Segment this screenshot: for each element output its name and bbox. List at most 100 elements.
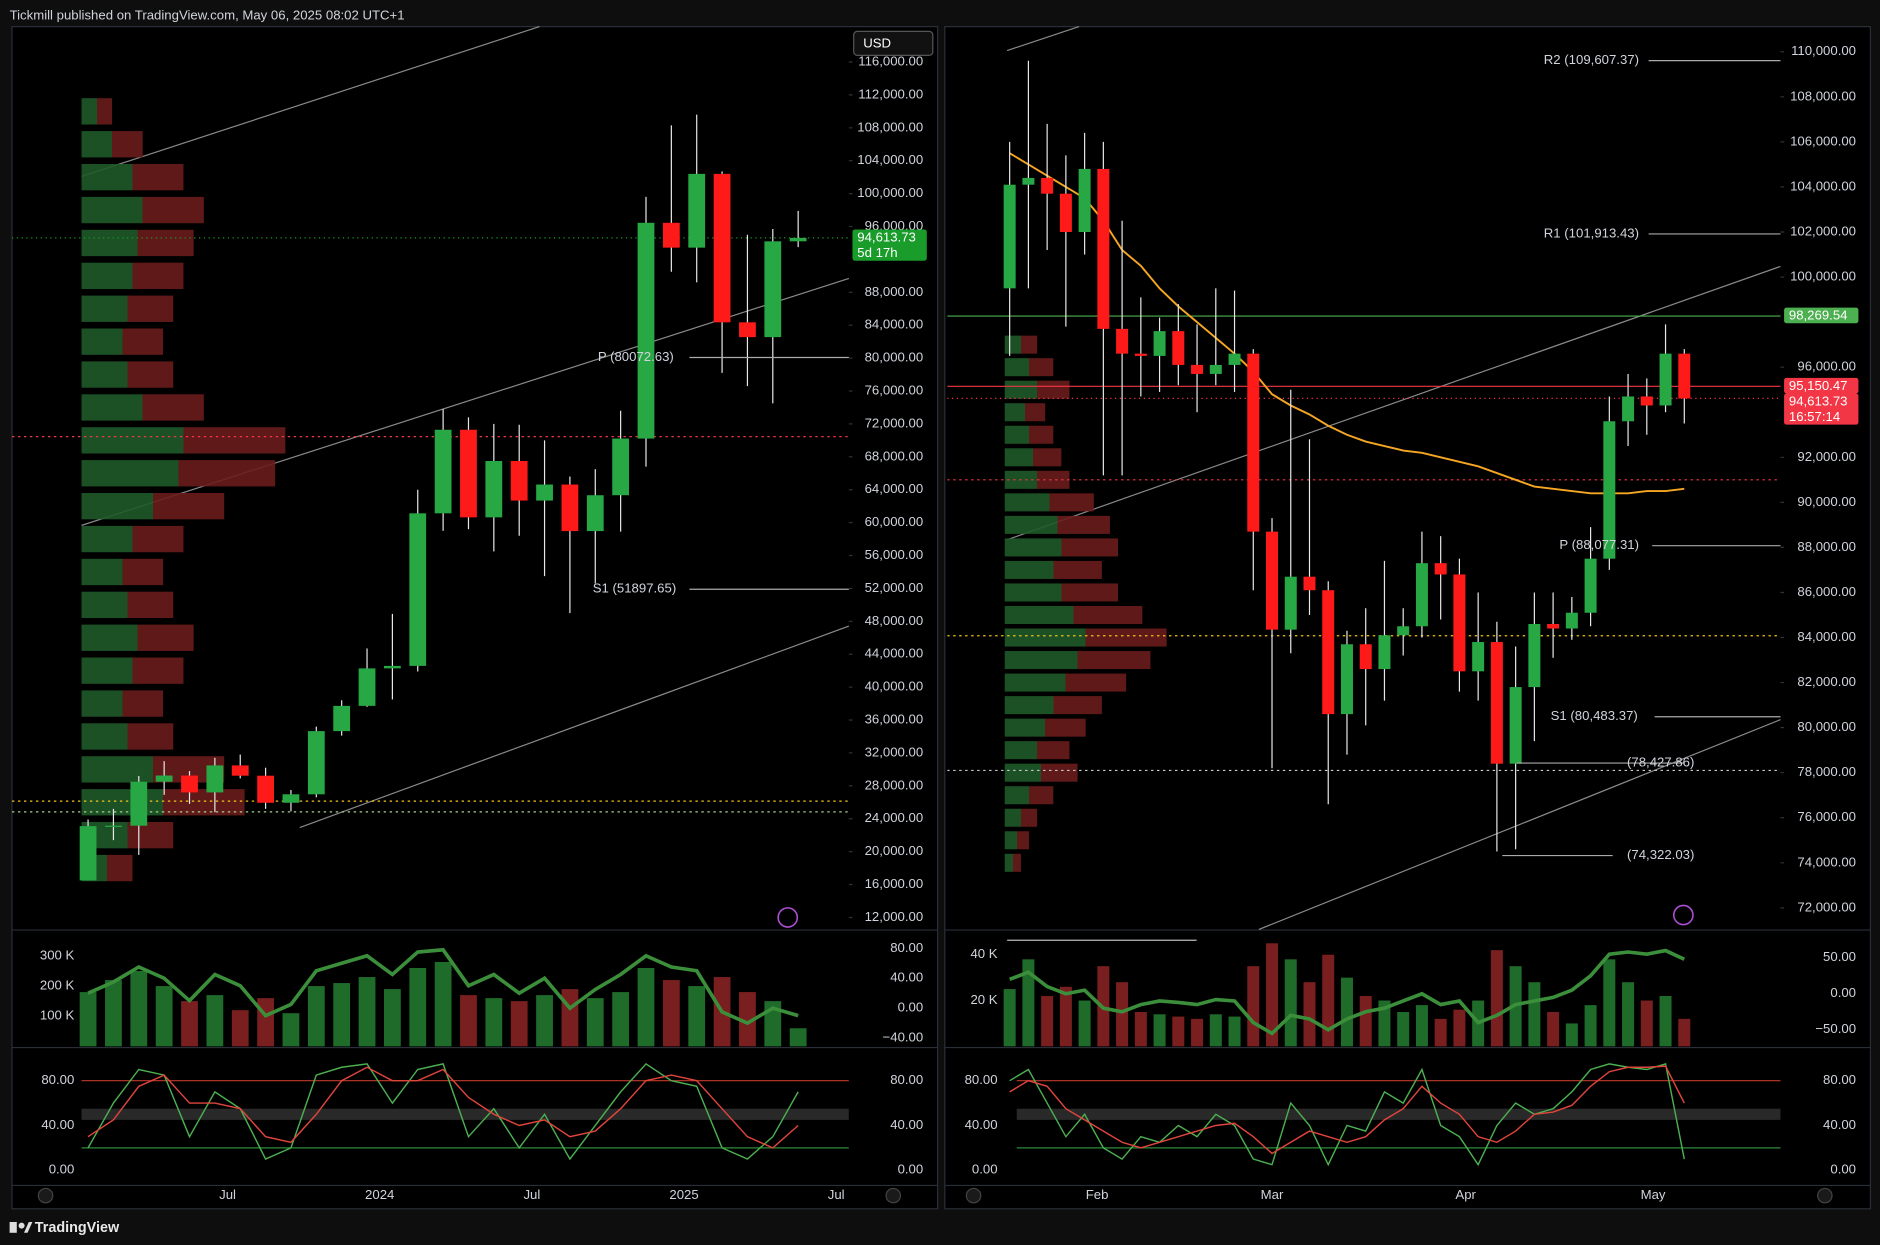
volume-bar xyxy=(79,992,97,1047)
candle-body xyxy=(1472,642,1485,672)
volume-bar xyxy=(1640,1000,1653,1047)
volume-profile-bar xyxy=(81,690,164,717)
candle-body xyxy=(1078,168,1091,233)
volume-profile-bar xyxy=(81,756,225,783)
volume-profile-bar xyxy=(1004,651,1151,670)
candle-body xyxy=(1547,624,1560,629)
y-tick-label: 102,000.00 xyxy=(1790,223,1856,238)
volume-profile-bar xyxy=(1004,335,1038,354)
volume-bar xyxy=(1453,1009,1466,1047)
candle-body xyxy=(1284,576,1297,630)
candle-body xyxy=(561,484,579,532)
y-tick-label: 96,000.00 xyxy=(865,218,924,233)
x-tick-label: Jul xyxy=(828,1187,845,1202)
candle-body xyxy=(231,765,249,776)
volume-profile-bar xyxy=(1004,786,1054,805)
y-tick-label: 116,000.00 xyxy=(858,53,923,68)
volume-profile-bar xyxy=(81,427,286,454)
candle-body xyxy=(637,222,655,439)
volume-bar xyxy=(231,1010,249,1047)
oscillator-tick-label: 80.00 xyxy=(1823,1072,1856,1087)
main-pane: P (80072.63) S1 (51897.65) 12,000.00 16,000… xyxy=(11,30,934,924)
oscillator-band xyxy=(1016,1108,1781,1120)
y-tick-label: 80,000.00 xyxy=(1797,719,1856,734)
y-tick-label: 110,000.00 xyxy=(1791,43,1856,58)
volume-profile-bar xyxy=(81,493,225,520)
volume-bar xyxy=(155,986,173,1047)
candle-body xyxy=(1565,612,1578,629)
oscillator-pane xyxy=(1009,1062,1781,1167)
y-tick-label: 12,000.00 xyxy=(865,909,924,924)
volume-bar xyxy=(1172,1016,1185,1047)
volume-tick-label: 20 K xyxy=(970,992,997,1007)
candle-body xyxy=(739,322,756,338)
volume-bar xyxy=(1153,1014,1166,1047)
volume-bar xyxy=(409,967,427,1047)
x-tick-label: Mar xyxy=(1261,1187,1284,1202)
oscillator-tick-label: 80.00 xyxy=(41,1072,74,1087)
volume-profile-bar xyxy=(1004,696,1102,715)
candle-body xyxy=(1528,624,1541,688)
volume-pane xyxy=(79,947,807,1047)
pivot-label: P (88,077.31) xyxy=(1559,537,1639,552)
candle-body xyxy=(688,173,706,248)
volume-bar xyxy=(637,967,655,1047)
scale-buttons[interactable] xyxy=(37,1187,1833,1204)
volume-bar xyxy=(739,992,756,1047)
volume-profile-bar xyxy=(1004,560,1102,579)
y-tick-label: 74,000.00 xyxy=(1797,854,1856,869)
volume-bar xyxy=(1041,995,1054,1047)
volume-profile-bar xyxy=(81,822,174,849)
y-tick-label: 76,000.00 xyxy=(865,382,924,397)
pivot-label: (74,322.03) xyxy=(1627,847,1694,862)
volume-profile-bar xyxy=(81,328,164,355)
candle-body xyxy=(307,731,325,795)
volume-y2-tick-label: 80.00 xyxy=(890,940,923,955)
candle-body xyxy=(155,775,173,782)
candle-body xyxy=(1097,168,1110,329)
main-pane: R2 (109,607.37) R1 (101,913.43) P (88,077.… xyxy=(947,43,1859,914)
candle-body xyxy=(1322,590,1335,715)
price-tag-label: 94,613.73 xyxy=(1789,393,1848,408)
volume-profile-bar xyxy=(81,394,204,421)
x-tick-label: 2025 xyxy=(669,1187,698,1202)
volume-bar xyxy=(536,995,553,1047)
candle-body xyxy=(1247,353,1260,532)
pivot-label: S1 (51897.65) xyxy=(593,581,676,596)
candle-body xyxy=(1191,364,1204,374)
volume-tick-label: 40 K xyxy=(970,946,997,961)
volume-profile-bar xyxy=(1004,605,1143,625)
oscillator-band xyxy=(81,1108,849,1120)
volume-tick-label: 300 K xyxy=(40,947,75,962)
y-tick-label: 24,000.00 xyxy=(865,810,924,825)
y-tick-label: 108,000.00 xyxy=(1790,88,1856,103)
y-tick-label: 68,000.00 xyxy=(865,448,924,463)
y-tick-label: 40,000.00 xyxy=(865,679,924,694)
volume-bar xyxy=(1659,995,1672,1047)
price-tag-label: 94,613.73 xyxy=(857,229,916,244)
oscillator-tick-label: 40.00 xyxy=(890,1117,923,1132)
volume-profile-bar xyxy=(1004,741,1070,760)
candle-body xyxy=(460,429,477,518)
candle-body xyxy=(1640,396,1653,406)
candle-body xyxy=(409,513,427,666)
y-tick-label: 44,000.00 xyxy=(865,646,924,661)
candle-body xyxy=(1022,177,1035,185)
candle-body xyxy=(1453,574,1466,672)
candle-body xyxy=(1266,531,1279,630)
oscillator-tick-label: 40.00 xyxy=(1823,1117,1856,1132)
volume-profile-bar xyxy=(1004,425,1054,444)
candle-body xyxy=(105,825,122,827)
volume-profile-bar xyxy=(81,525,184,553)
price-tag xyxy=(1784,307,1859,324)
volume-bar xyxy=(358,977,376,1047)
volume-profile-bar xyxy=(81,163,184,191)
volume-profile-bar xyxy=(1004,358,1054,377)
candle-body xyxy=(1340,644,1353,715)
volume-y2-tick-label: 0.00 xyxy=(898,1000,924,1015)
volume-bar xyxy=(1678,1018,1691,1047)
y-tick-label: 48,000.00 xyxy=(865,613,924,628)
candle-body xyxy=(130,781,148,826)
